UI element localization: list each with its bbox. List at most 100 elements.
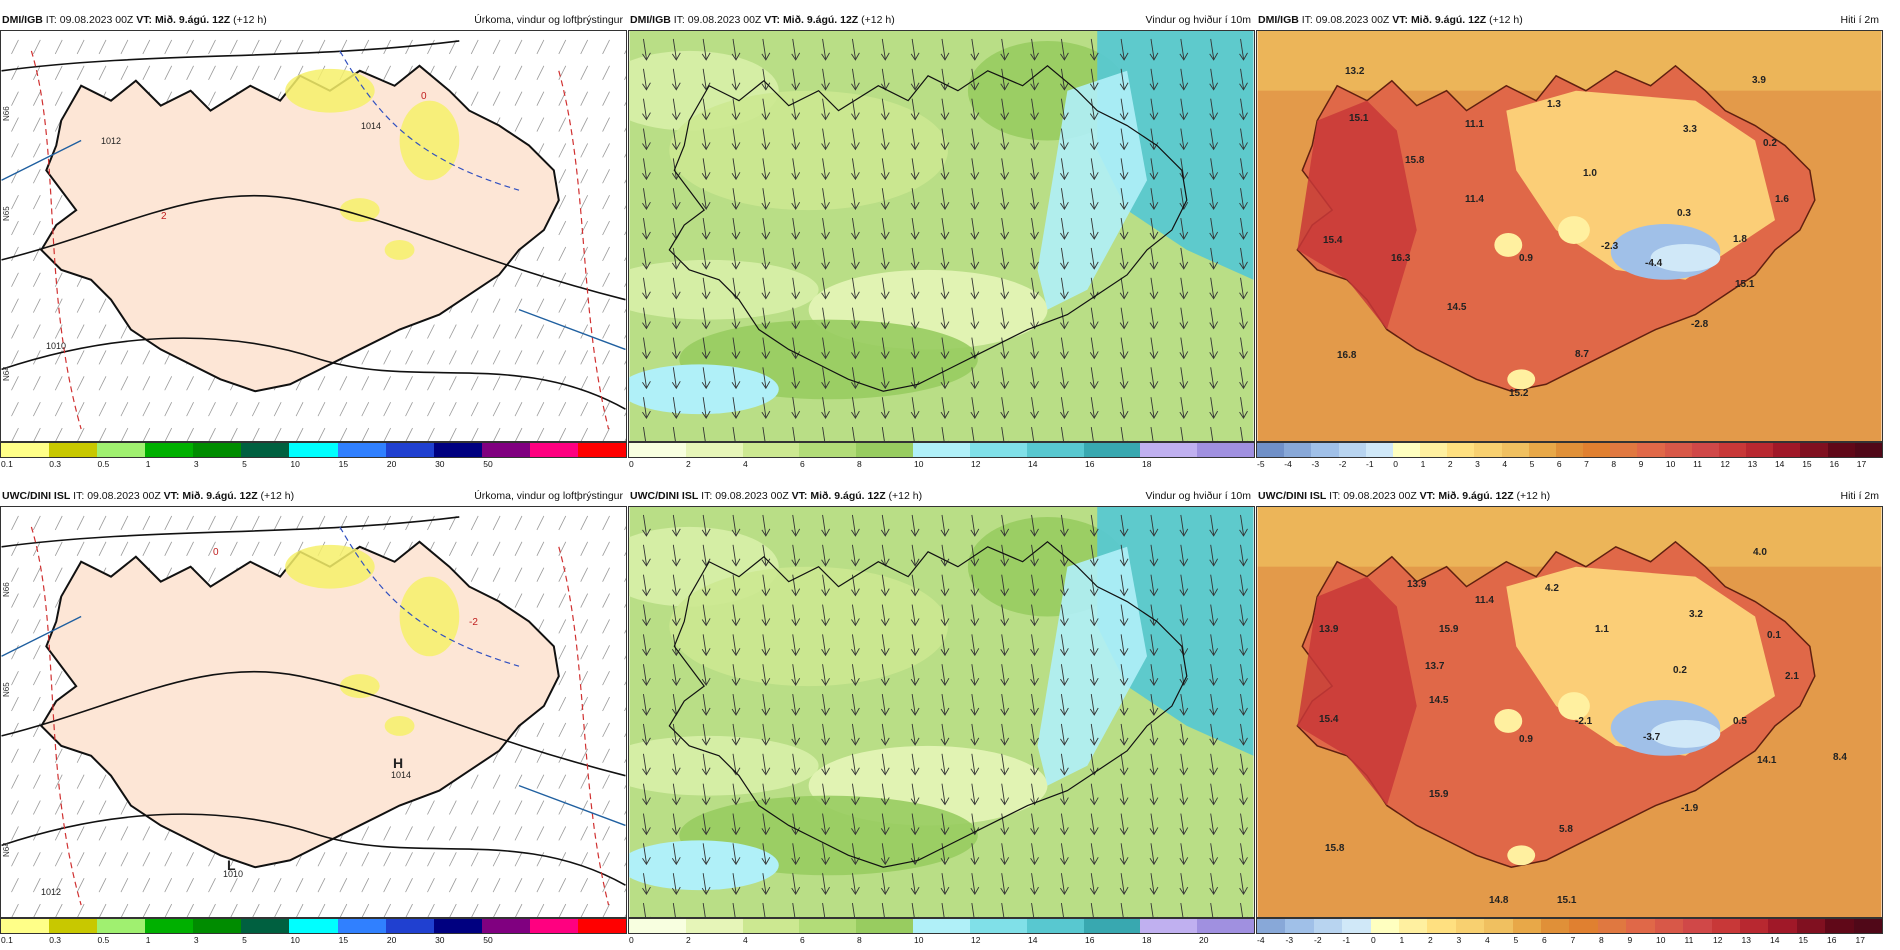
color-swatch [1083, 919, 1141, 933]
color-scale-bar [628, 442, 1255, 458]
pressure-center-label: L [227, 857, 236, 873]
color-swatch [969, 443, 1027, 457]
temperature-label: 0.2 [1673, 665, 1687, 676]
color-swatch [1026, 443, 1084, 457]
color-swatch [1427, 919, 1456, 933]
color-swatch [1528, 443, 1556, 457]
scale-tick-label: 10 [914, 459, 924, 469]
temperature-label: 0.5 [1733, 716, 1747, 727]
temperature-label: 11.4 [1475, 595, 1494, 606]
color-swatch [1026, 919, 1084, 933]
scale-tick-label: 11 [1693, 459, 1702, 469]
color-swatch [1311, 443, 1339, 457]
valid-time-label: VT: [136, 14, 153, 26]
scale-tick-label: 3 [193, 459, 199, 469]
scale-tick-label: 4 [1502, 459, 1508, 469]
temperature-label: 0.9 [1519, 734, 1533, 745]
color-swatch [1257, 443, 1285, 457]
init-time-label: IT: [45, 14, 57, 26]
temperature-label: 15.9 [1439, 624, 1459, 635]
temperature-label: 13.7 [1425, 661, 1445, 672]
map-graphic [1, 31, 626, 441]
scale-tick-label: 20 [1199, 935, 1209, 945]
scale-tick-label: 11 [1684, 935, 1694, 945]
panel-title: Úrkoma, vindur og loftþrýstingur [474, 490, 623, 502]
panel-uwc-wind: UWC/DINI ISL IT: 09.08.2023 00Z VT: Mið.… [628, 486, 1255, 945]
temperature-label: -3.7 [1643, 732, 1661, 743]
valid-time: Mið. 9.ágú. 12Z [782, 14, 859, 26]
color-swatch [799, 443, 857, 457]
panel-title: Vindur og hviður í 10m [1145, 14, 1251, 26]
map-graphic [1257, 31, 1882, 441]
color-scale-bar [0, 918, 627, 934]
panel-uwc-precipitation: UWC/DINI ISL IT: 09.08.2023 00Z VT: Mið.… [0, 486, 627, 945]
color-swatch [193, 443, 242, 457]
scale-tick-label: 12 [1713, 935, 1723, 945]
scale-tick-label: 17 [1856, 459, 1867, 469]
isotherm-label: -2 [469, 617, 478, 628]
temperature-label: -2.3 [1601, 241, 1619, 252]
color-swatch [1583, 443, 1611, 457]
scale-tick-label: 0 [1393, 459, 1399, 469]
scale-tick-label: 8 [1599, 935, 1604, 945]
temperature-label: 4.0 [1753, 547, 1767, 558]
temperature-label: 8.7 [1575, 349, 1589, 360]
scale-tick-label: 0 [629, 935, 634, 945]
isotherm-label: 2 [161, 211, 167, 222]
color-swatch [1197, 443, 1254, 457]
scale-ticks: 0.1 0.3 0.5 1 3 5 10 15 20 30 50 [0, 459, 627, 469]
color-swatch [742, 919, 800, 933]
panel-uwc-temperature: UWC/DINI ISL IT: 09.08.2023 00Z VT: Mið.… [1256, 486, 1883, 945]
temperature-label: 8.4 [1833, 752, 1847, 763]
color-swatch [1626, 919, 1655, 933]
temperature-label: 15.2 [1509, 388, 1529, 399]
scale-tick-label: 50 [483, 935, 493, 945]
color-swatch [193, 919, 242, 933]
valid-time-label: VT: [1392, 14, 1409, 26]
panel-header: UWC/DINI ISL IT: 09.08.2023 00Z VT: Mið.… [2, 490, 294, 502]
color-swatch [685, 443, 743, 457]
color-swatch [1654, 919, 1684, 933]
color-swatch [1, 443, 50, 457]
color-swatch [433, 443, 482, 457]
temperature-label: -2.8 [1691, 319, 1709, 330]
color-swatch [1420, 443, 1448, 457]
color-swatch [97, 443, 146, 457]
scale-tick-label: 16 [1829, 459, 1839, 469]
color-swatch [1718, 443, 1747, 457]
color-swatch [1555, 443, 1584, 457]
scale-tick-label: 0.3 [49, 459, 62, 469]
temperature-label: 15.4 [1323, 235, 1343, 246]
forecast-map [628, 30, 1255, 442]
scale-tick-label: 5 [1529, 459, 1535, 469]
scale-tick-label: 8 [1611, 459, 1617, 469]
map-graphic [629, 507, 1254, 917]
isotherm-label: 0 [213, 547, 219, 558]
color-swatch [1541, 919, 1570, 933]
color-swatch [529, 919, 578, 933]
color-swatch [577, 919, 627, 933]
temperature-label: 13.2 [1345, 66, 1365, 77]
color-swatch [241, 443, 290, 457]
model-source: DMI/IGB [1258, 14, 1299, 26]
temperature-label: 16.8 [1337, 350, 1357, 361]
scale-tick-label: 1 [1399, 935, 1405, 945]
color-swatch [685, 919, 743, 933]
scale-tick-label: 14 [1770, 935, 1780, 945]
color-swatch [1853, 919, 1882, 933]
panel-title: Hiti í 2m [1840, 490, 1879, 502]
isobar-label: 1012 [41, 887, 62, 897]
panel-header: DMI/IGB IT: 09.08.2023 00Z VT: Mið. 9.ág… [630, 14, 895, 26]
color-swatch [913, 443, 970, 457]
temperature-label: 15.8 [1405, 155, 1425, 166]
temperature-label: 16.3 [1391, 253, 1411, 264]
panel-dmi-temperature: DMI/IGB IT: 09.08.2023 00Z VT: Mið. 9.ág… [1256, 10, 1883, 469]
temperature-label: 11.1 [1465, 119, 1484, 130]
color-swatch [1569, 919, 1598, 933]
scale-tick-label: 4 [1485, 935, 1490, 945]
color-swatch [1257, 919, 1286, 933]
panel-header: UWC/DINI ISL IT: 09.08.2023 00Z VT: Mið.… [1258, 490, 1550, 502]
panel-header: UWC/DINI ISL IT: 09.08.2023 00Z VT: Mið.… [630, 490, 922, 502]
latitude-label: N66 [2, 106, 11, 121]
color-swatch [629, 443, 686, 457]
